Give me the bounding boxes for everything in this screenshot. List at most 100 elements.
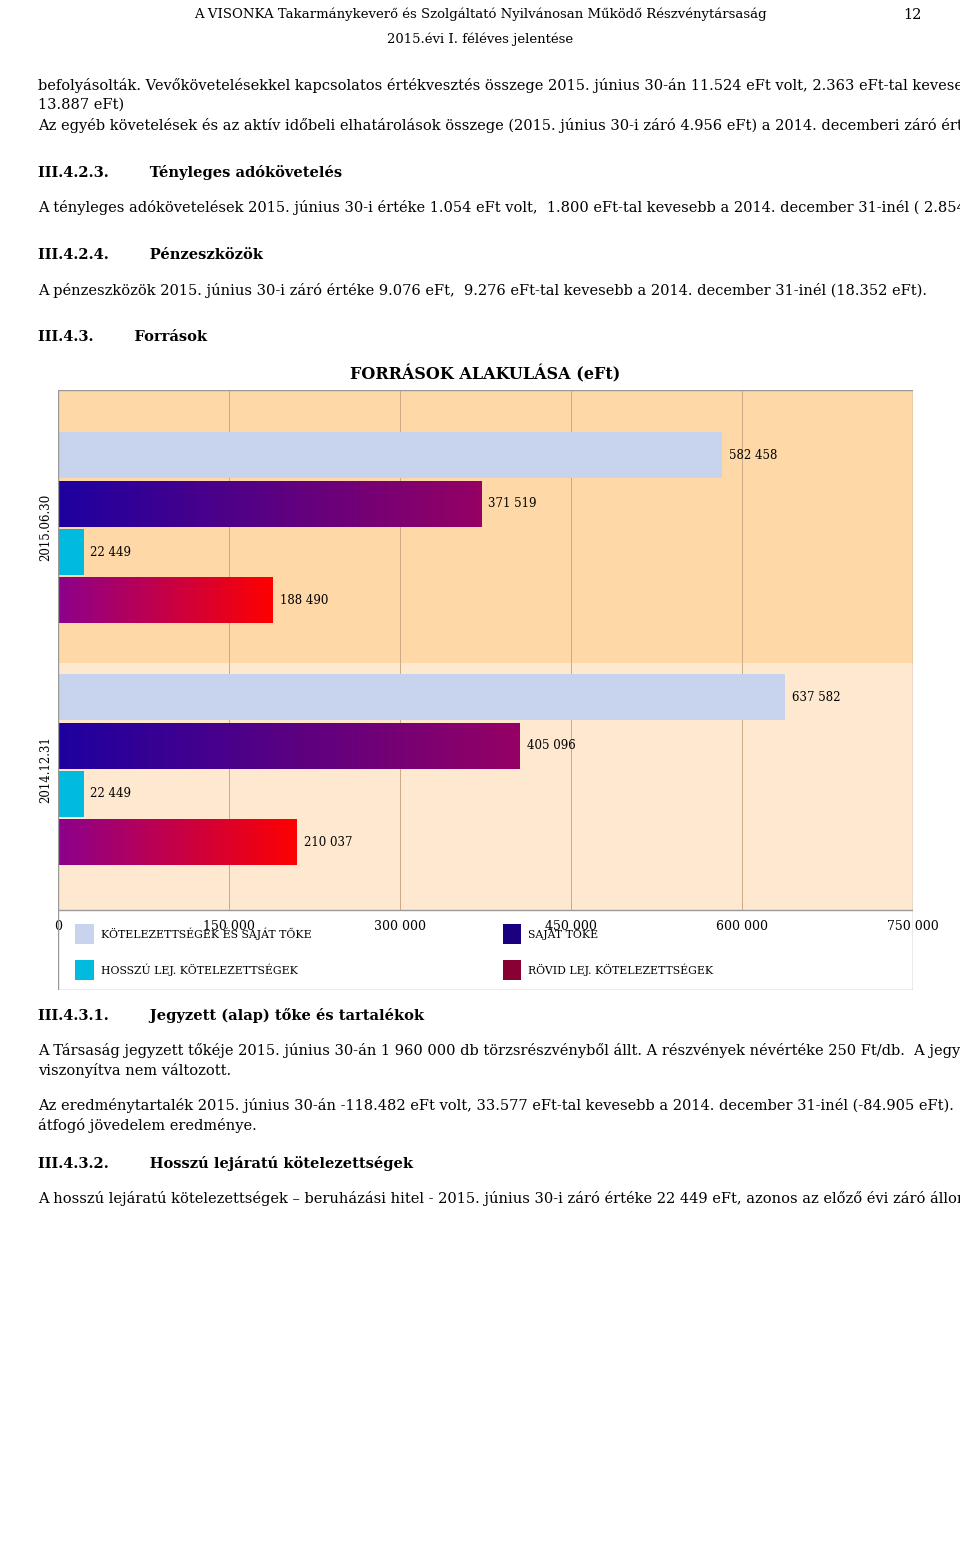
Bar — [476, 481, 479, 526]
Bar — [153, 819, 154, 866]
Bar — [511, 722, 514, 768]
Bar — [249, 722, 252, 768]
Bar — [444, 481, 447, 526]
Bar — [116, 722, 120, 768]
Bar — [389, 481, 391, 526]
Bar — [190, 577, 191, 623]
Bar — [388, 722, 391, 768]
Bar — [276, 481, 278, 526]
Title: FORRÁSOK ALAKULÁSA (eFt): FORRÁSOK ALAKULÁSA (eFt) — [350, 364, 620, 383]
Bar — [185, 481, 188, 526]
Bar — [137, 481, 140, 526]
Bar — [89, 481, 92, 526]
Bar — [168, 481, 171, 526]
Bar — [240, 577, 241, 623]
Bar — [214, 577, 216, 623]
Bar — [202, 819, 204, 866]
Bar — [252, 722, 255, 768]
Bar — [243, 819, 245, 866]
Bar — [236, 722, 240, 768]
Bar — [246, 577, 247, 623]
Bar — [204, 577, 205, 623]
Bar — [315, 481, 318, 526]
Bar — [180, 577, 181, 623]
Bar — [341, 481, 343, 526]
Bar — [233, 722, 236, 768]
Bar — [123, 577, 124, 623]
Bar — [206, 819, 208, 866]
Bar — [210, 481, 213, 526]
Bar — [110, 819, 112, 866]
Bar — [514, 722, 516, 768]
Bar — [144, 819, 146, 866]
Bar — [508, 722, 511, 768]
Bar — [480, 722, 483, 768]
Bar — [136, 577, 138, 623]
Bar — [421, 722, 424, 768]
Bar — [269, 819, 271, 866]
Bar — [130, 819, 132, 866]
Bar — [77, 722, 80, 768]
Bar — [465, 481, 468, 526]
Bar — [157, 819, 158, 866]
Bar — [332, 481, 335, 526]
Bar — [249, 577, 250, 623]
Bar — [256, 819, 257, 866]
Bar — [120, 481, 123, 526]
Bar — [228, 481, 230, 526]
Bar — [158, 819, 160, 866]
Bar — [214, 819, 216, 866]
Bar — [62, 577, 63, 623]
Bar — [114, 481, 117, 526]
Bar — [412, 722, 415, 768]
Bar — [245, 819, 247, 866]
Bar — [94, 577, 95, 623]
Bar — [69, 481, 72, 526]
Bar — [172, 722, 175, 768]
Bar — [422, 481, 425, 526]
Bar — [124, 577, 126, 623]
Bar — [91, 577, 92, 623]
Bar — [222, 481, 225, 526]
Bar — [369, 722, 372, 768]
Text: A pénzeszközök 2015. június 30-i záró értéke 9.076 eFt,  9.276 eFt-tal kevesebb : A pénzeszközök 2015. június 30-i záró ér… — [38, 282, 927, 298]
Bar — [226, 577, 227, 623]
Bar — [495, 722, 498, 768]
Bar — [250, 481, 252, 526]
Bar — [72, 481, 75, 526]
Bar — [262, 819, 264, 866]
Bar — [257, 577, 258, 623]
Bar — [242, 481, 245, 526]
Bar — [411, 481, 414, 526]
Bar — [396, 481, 399, 526]
Bar — [178, 722, 181, 768]
Bar — [191, 577, 193, 623]
Bar — [139, 577, 141, 623]
Bar — [350, 722, 353, 768]
Bar — [168, 577, 170, 623]
Bar — [272, 819, 274, 866]
Bar — [317, 722, 320, 768]
Bar — [108, 481, 111, 526]
Bar — [100, 819, 101, 866]
Bar — [95, 722, 98, 768]
Bar — [58, 390, 913, 663]
Bar — [193, 577, 194, 623]
Bar — [232, 819, 233, 866]
Bar — [72, 819, 74, 866]
Bar — [133, 819, 134, 866]
Bar — [246, 722, 249, 768]
Bar — [103, 481, 106, 526]
Bar — [473, 481, 476, 526]
Bar — [190, 819, 192, 866]
Bar — [271, 819, 272, 866]
Bar — [180, 819, 182, 866]
Bar — [75, 960, 94, 980]
Bar — [120, 722, 123, 768]
Bar — [200, 722, 203, 768]
Bar — [132, 577, 134, 623]
Bar — [101, 481, 103, 526]
Bar — [455, 722, 458, 768]
Bar — [222, 577, 223, 623]
Bar — [231, 577, 232, 623]
